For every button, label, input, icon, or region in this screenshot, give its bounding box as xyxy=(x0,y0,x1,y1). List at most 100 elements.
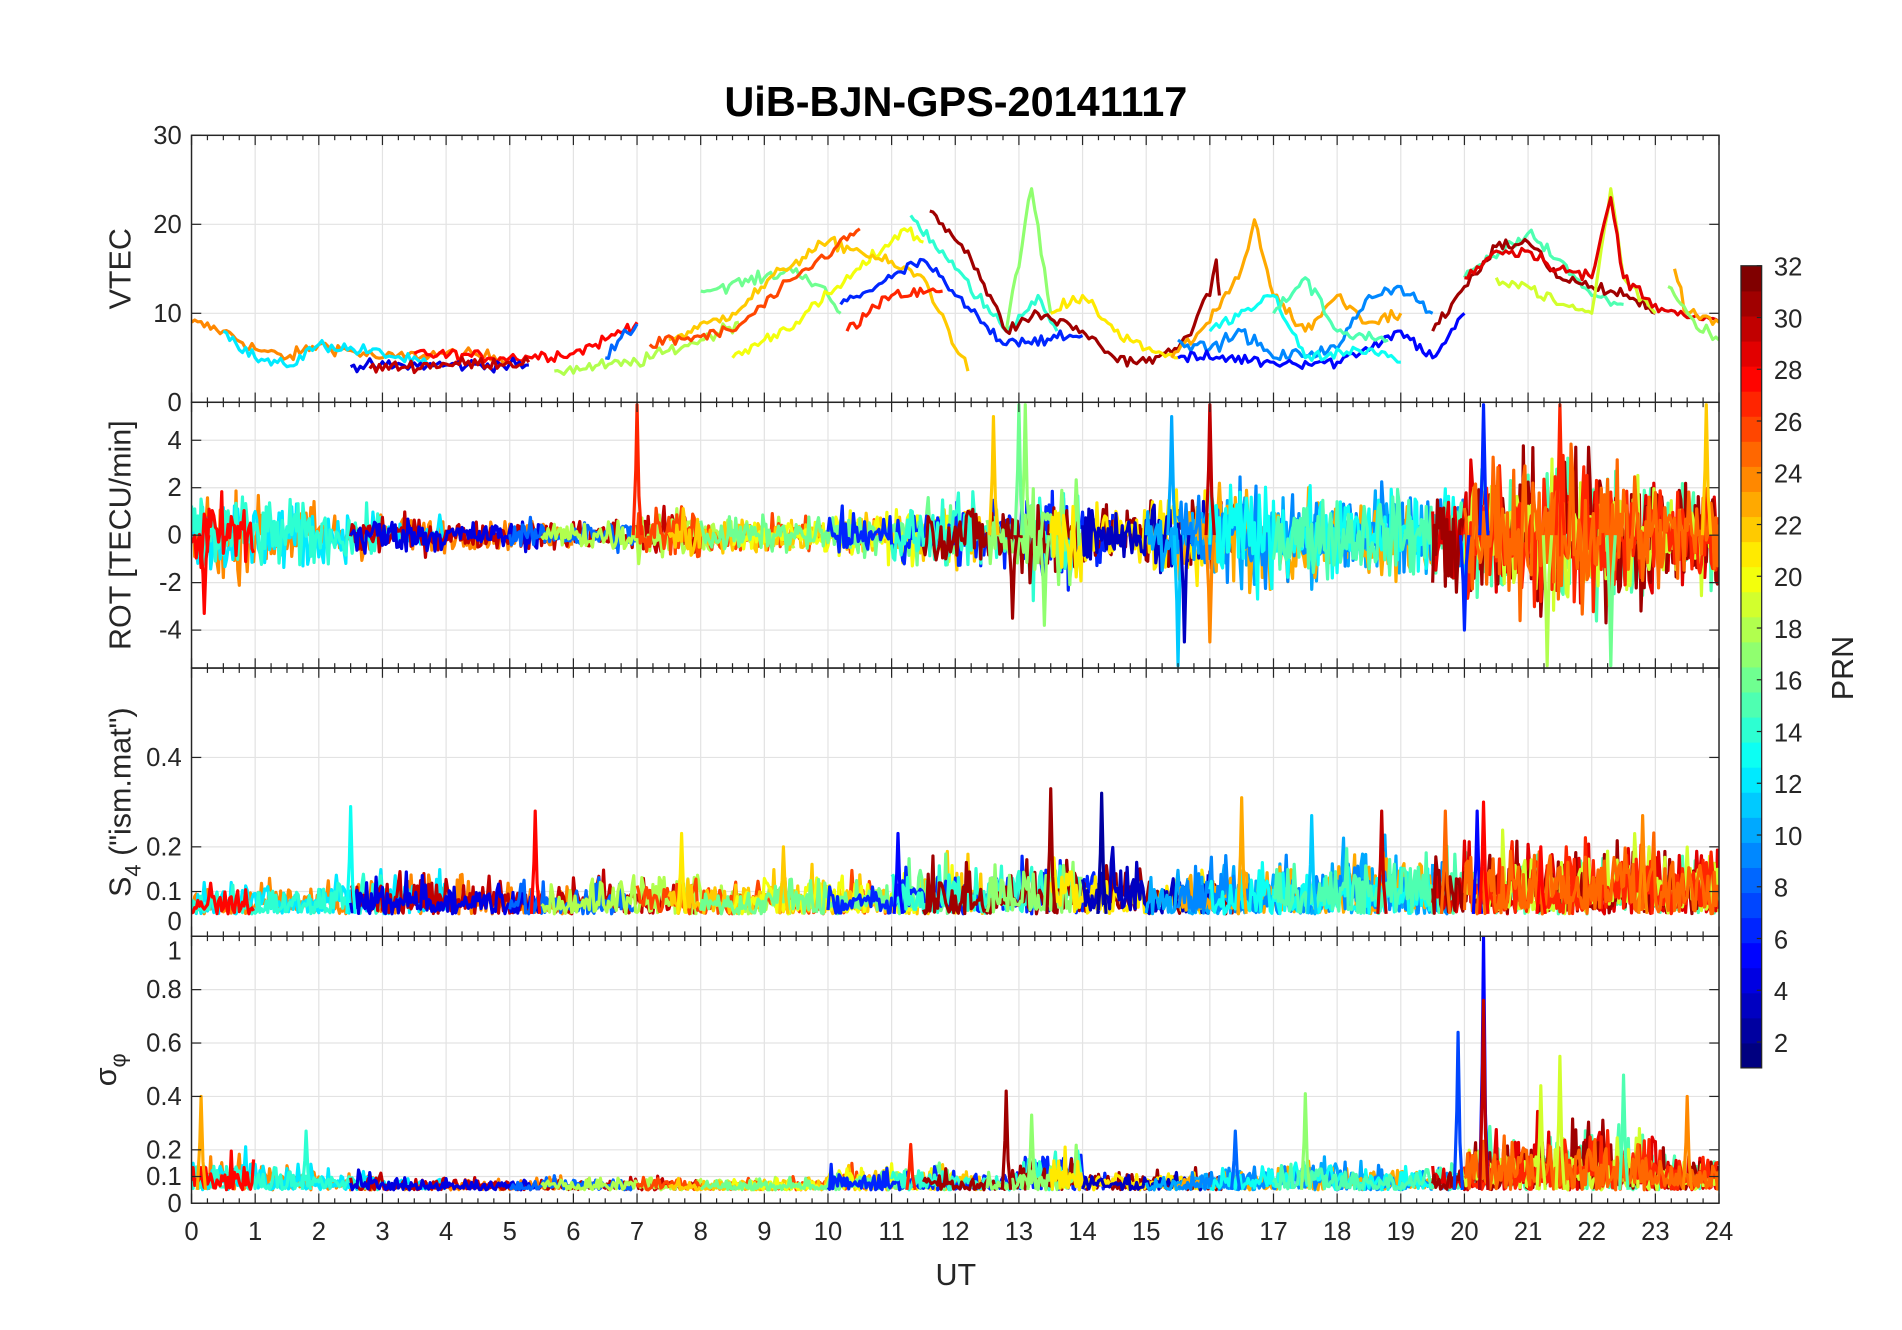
colorbar-band xyxy=(1740,691,1762,718)
y-tick-label: 0 xyxy=(168,908,182,936)
colorbar-band xyxy=(1740,315,1762,342)
y-tick-label: 30 xyxy=(153,122,181,150)
y-tick-label: 10 xyxy=(153,300,181,328)
y-tick-label: 0 xyxy=(168,522,182,550)
colorbar-frame xyxy=(1740,265,1763,1069)
rot-spike-prn-31 xyxy=(1007,535,1019,620)
vtec-trace-prn-20 xyxy=(731,226,924,359)
rot-trace-prn-25 xyxy=(1462,442,1720,623)
x-tick-label: 4 xyxy=(439,1218,453,1246)
sigma_phi-spike-prn-31 xyxy=(1000,1089,1013,1191)
x-tick-label: 14 xyxy=(1068,1218,1096,1246)
vtec-trace-prn-31 xyxy=(929,209,1222,368)
y-label-sub: 4 xyxy=(120,864,145,876)
y-tick-label: 0.1 xyxy=(146,878,182,906)
sigma_phi-spike-prn-15 xyxy=(1618,1073,1630,1190)
s4-spike-prn-2 xyxy=(1096,791,1108,915)
colorbar-band xyxy=(1740,792,1762,818)
colorbar-tick-label: 6 xyxy=(1774,926,1788,954)
s4-spike-prn-22 xyxy=(778,845,790,915)
sigma_phi-spike-prn-17 xyxy=(1299,1092,1312,1191)
rot-spike-prn-3 xyxy=(1178,535,1191,644)
vtec-trace-prn-6 xyxy=(839,257,1084,348)
colorbar-band xyxy=(1740,742,1762,768)
x-tick-label: 21 xyxy=(1514,1218,1542,1246)
traces xyxy=(191,936,1720,1192)
y-tick-label: 0.2 xyxy=(146,1136,182,1164)
rot-spike-prn-17 xyxy=(1038,535,1051,627)
colorbar-tick-label: 10 xyxy=(1774,823,1802,851)
rot-spike-prn-6 xyxy=(1459,535,1471,632)
y-tick-label: 2 xyxy=(168,474,182,502)
y-axis-label-sigma_phi: σφ xyxy=(89,1053,131,1086)
vtec-trace-prn-23 xyxy=(1672,268,1720,326)
x-tick-label: 9 xyxy=(757,1218,771,1246)
rot-spike-prn-6 xyxy=(1478,403,1490,536)
traces xyxy=(191,403,1720,668)
y-axis-label-s4: S4 ("ism.mat") xyxy=(104,707,146,897)
colorbar-tick-label: 4 xyxy=(1774,978,1788,1006)
colorbar-tick-label: 26 xyxy=(1774,409,1802,437)
colorbar-band xyxy=(1740,967,1762,994)
vtec-trace-prn-8 xyxy=(604,323,639,360)
sigma_phi-spike-prn-27 xyxy=(905,1142,917,1191)
y-tick-label: 0.6 xyxy=(146,1030,182,1058)
rot-spike-prn-17 xyxy=(1019,403,1032,536)
colorbar-tick-label: 8 xyxy=(1774,875,1788,903)
colorbar-tick-label: 18 xyxy=(1774,616,1802,644)
y-tick-label: 1 xyxy=(168,937,182,965)
x-tick-label: 2 xyxy=(312,1218,326,1246)
x-tick-label: 20 xyxy=(1450,1218,1478,1246)
vtec-trace-prn-12 xyxy=(222,329,435,369)
panel-vtec: 0 10 20 30 VTEC xyxy=(104,122,1720,417)
colorbar-band xyxy=(1740,867,1762,894)
x-tick-label: 10 xyxy=(814,1218,842,1246)
x-tick-label: 3 xyxy=(375,1218,389,1246)
rot-trace-prn-4 xyxy=(349,517,542,555)
x-tick-label: 7 xyxy=(630,1218,644,1246)
colorbar-band xyxy=(1740,666,1762,693)
colorbar-band xyxy=(1740,416,1762,442)
vtec-trace-prn-22 xyxy=(668,235,970,372)
rot-spike-prn-22 xyxy=(988,414,1000,536)
vtec-trace-prn-14 xyxy=(909,214,1059,333)
sigma_phi-trace-prn-4 xyxy=(349,1168,541,1192)
y-label-main: S xyxy=(104,877,138,897)
sigma_phi-spike-prn-30 xyxy=(1478,998,1490,1190)
vtec-trace-prn-30 xyxy=(368,355,531,375)
colorbar-band xyxy=(1740,541,1762,568)
sigma_phi-spike-prn-7 xyxy=(1452,1030,1465,1190)
colorbar-tick-label: 28 xyxy=(1774,357,1802,385)
s4-trace-prn-4 xyxy=(349,870,542,916)
y-label-sub: φ xyxy=(106,1053,131,1067)
s4-spike-prn-21 xyxy=(676,831,688,915)
y-tick-label: 4 xyxy=(168,427,182,455)
sigma_phi-spike-prn-19 xyxy=(1554,1054,1566,1190)
rot-trace-prn-13 xyxy=(1208,483,1467,601)
rot-spike-prn-22 xyxy=(1700,403,1713,536)
s4-spike-prn-30 xyxy=(1376,809,1388,915)
sigma_phi-spike-prn-19 xyxy=(1535,1084,1547,1190)
s4-spike-prn-24 xyxy=(1637,813,1649,915)
colorbar-tick-label: 32 xyxy=(1774,254,1802,282)
rot-spike-prn-16 xyxy=(1605,535,1617,668)
sigma_phi-spike-prn-14 xyxy=(300,1129,313,1191)
colorbar-band xyxy=(1740,1017,1762,1044)
colorbar-band xyxy=(1740,591,1762,618)
vtec-trace-prn-21 xyxy=(1050,293,1178,360)
colorbar-band xyxy=(1740,466,1762,492)
y-tick-label: 0.4 xyxy=(146,744,182,772)
y-tick-label: 0 xyxy=(168,389,182,417)
rot-spike-prn-10 xyxy=(1166,414,1178,536)
colorbar-band xyxy=(1740,767,1762,793)
y-tick-label: 0.2 xyxy=(146,833,182,861)
sigma_phi-spike-prn-17 xyxy=(1026,1113,1038,1191)
y-label-main: σ xyxy=(89,1067,123,1086)
s4-spike-prn-28 xyxy=(1535,845,1547,915)
vtec-trace-prn-31 xyxy=(1431,237,1656,332)
vtec-trace-prn-13 xyxy=(1208,293,1401,364)
x-tick-label: 0 xyxy=(184,1218,198,1246)
vtec-trace-prn-16 xyxy=(700,266,842,315)
